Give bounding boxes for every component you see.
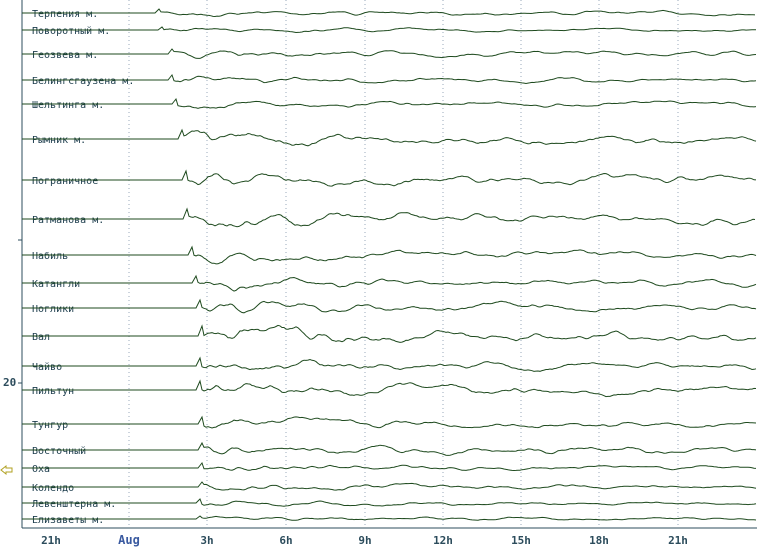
waveform <box>22 245 757 265</box>
waveform <box>22 8 756 18</box>
time-label: 6h <box>279 534 292 547</box>
station-label: Шельтинга м. <box>32 100 104 111</box>
time-label: 21h <box>668 534 688 547</box>
station-label: Елизаветы м. <box>32 515 104 526</box>
station-label: Тунгур <box>32 420 68 431</box>
station-label: Пограничное <box>32 176 98 187</box>
waveform <box>22 498 757 507</box>
station-label: Катангли <box>32 279 80 290</box>
waveform <box>22 207 756 228</box>
waveform <box>22 379 757 398</box>
station-label: Ратманова м. <box>32 215 104 226</box>
waveform <box>22 97 757 109</box>
waveform <box>22 324 757 343</box>
time-label: Aug <box>118 533 140 547</box>
time-label: 3h <box>200 534 213 547</box>
time-label: 12h <box>433 534 453 547</box>
station-label: Левенштерна м. <box>32 499 116 510</box>
waveform <box>22 128 757 147</box>
waveform <box>22 356 757 372</box>
station-label: Вал <box>32 332 50 343</box>
waveform <box>22 48 757 59</box>
time-label: 21h <box>41 534 61 547</box>
station-label: Ноглики <box>32 304 74 315</box>
waveform <box>22 274 757 292</box>
station-label: Колендо <box>32 483 74 494</box>
waveform <box>22 298 757 314</box>
station-label: Терпения м. <box>32 9 98 20</box>
station-label: Набиль <box>32 250 68 262</box>
station-label: Геозвева м. <box>32 50 98 61</box>
waveform <box>22 481 757 491</box>
station-label: Поворотный м. <box>32 25 110 37</box>
station-label: Оха <box>32 464 50 475</box>
time-label: 15h <box>511 534 531 547</box>
station-label: Рымник м. <box>32 135 86 146</box>
time-label: 9h <box>358 534 371 547</box>
waveform <box>22 169 757 187</box>
station-label: Восточный <box>32 445 86 457</box>
waveform <box>22 26 757 34</box>
station-label: Белингсгаузена м. <box>32 76 134 87</box>
level-marker <box>0 464 13 476</box>
station-label: Чайво <box>32 361 62 373</box>
time-label: 18h <box>589 534 609 547</box>
waveform <box>22 441 757 456</box>
waveform <box>22 73 757 85</box>
waveform <box>22 415 757 429</box>
axis-label: 20 <box>3 376 16 389</box>
station-label: Пильтун <box>32 386 74 397</box>
waveform <box>22 515 757 521</box>
waveform <box>22 461 757 472</box>
